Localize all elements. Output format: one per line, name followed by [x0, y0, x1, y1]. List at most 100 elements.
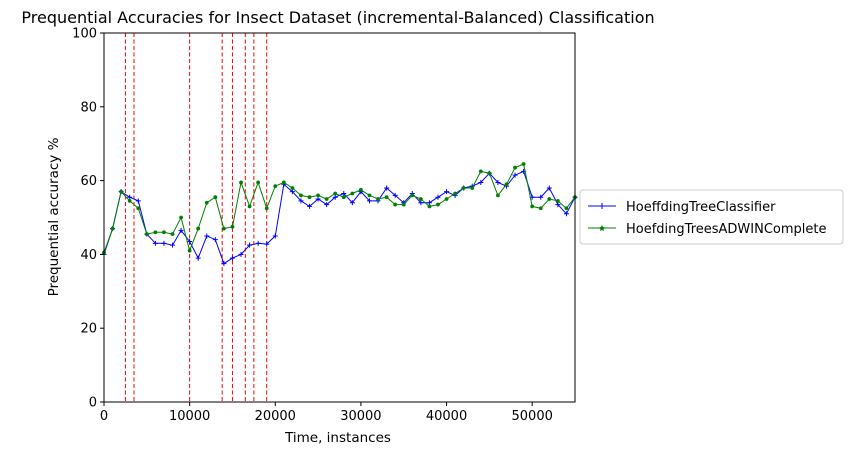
- y-tick-label: 40: [80, 248, 97, 263]
- series-line-hoefdingtreesadwincomplete: [103, 163, 576, 253]
- x-tick-label: 30000: [340, 409, 381, 424]
- data-point-hoeffdingtreeclassifier: [418, 200, 424, 206]
- x-tick-label: 50000: [512, 409, 553, 424]
- data-point-hoefdingtreesadwincomplete: [376, 197, 380, 201]
- data-point-hoeffdingtreeclassifier: [289, 189, 295, 195]
- data-point-hoeffdingtreeclassifier: [546, 185, 552, 191]
- data-point-hoeffdingtreeclassifier: [264, 241, 270, 247]
- data-point-hoefdingtreesadwincomplete: [187, 248, 192, 253]
- series-line-hoeffdingtreeclassifier: [103, 170, 576, 265]
- data-point-hoefdingtreesadwincomplete: [299, 193, 303, 198]
- data-point-hoeffdingtreeclassifier: [272, 233, 278, 239]
- data-point-hoefdingtreesadwincomplete: [350, 191, 355, 196]
- data-point-hoefdingtreesadwincomplete: [530, 204, 535, 209]
- legend-box: [579, 189, 844, 245]
- data-point-hoefdingtreesadwincomplete: [401, 202, 406, 207]
- data-point-hoefdingtreesadwincomplete: [367, 193, 372, 198]
- x-tick-label: 40000: [426, 409, 467, 424]
- y-tick-label: 0: [89, 396, 97, 411]
- data-point-hoefdingtreesadwincomplete: [436, 202, 440, 207]
- data-point-hoefdingtreesadwincomplete: [418, 197, 423, 201]
- data-point-hoeffdingtreeclassifier: [135, 198, 141, 204]
- data-point-hoefdingtreesadwincomplete: [564, 206, 569, 211]
- data-point-hoeffdingtreeclassifier: [170, 242, 176, 248]
- y-tick-label: 60: [80, 174, 97, 189]
- data-point-hoefdingtreesadwincomplete: [384, 195, 389, 200]
- x-tick-label: 0: [100, 409, 108, 424]
- data-point-hoeffdingtreeclassifier: [315, 196, 321, 202]
- data-point-hoefdingtreesadwincomplete: [410, 193, 415, 198]
- data-point-hoefdingtreesadwincomplete: [264, 206, 269, 211]
- data-point-hoeffdingtreeclassifier: [555, 202, 561, 208]
- data-point-hoeffdingtreeclassifier: [127, 194, 133, 200]
- data-point-hoefdingtreesadwincomplete: [487, 171, 492, 176]
- data-point-hoefdingtreesadwincomplete: [230, 224, 235, 229]
- data-point-hoefdingtreesadwincomplete: [504, 182, 509, 187]
- data-point-hoeffdingtreeclassifier: [341, 191, 347, 197]
- series-layer: [101, 162, 578, 267]
- data-point-hoeffdingtreeclassifier: [298, 198, 304, 204]
- data-point-hoefdingtreesadwincomplete: [547, 197, 552, 201]
- legend-label-hoefdingtreesadwincomplete: HoefdingTreesADWINComplete: [626, 222, 826, 237]
- data-point-hoefdingtreesadwincomplete: [461, 186, 466, 190]
- legend-marker-hoeffdingtreeclassifier: [599, 203, 605, 209]
- data-point-hoeffdingtreeclassifier: [495, 179, 501, 185]
- axis-ticks: 0 10000 20000 30000 40000 50000 0 20 40 60 80 100: [72, 27, 553, 425]
- data-point-hoefdingtreesadwincomplete: [444, 197, 449, 201]
- data-point-hoefdingtreesadwincomplete: [290, 186, 295, 190]
- data-point-hoefdingtreesadwincomplete: [247, 204, 252, 209]
- data-point-hoeffdingtreeclassifier: [538, 194, 544, 200]
- data-point-hoeffdingtreeclassifier: [332, 194, 338, 200]
- data-point-hoefdingtreesadwincomplete: [324, 197, 329, 201]
- data-point-hoeffdingtreeclassifier: [349, 200, 355, 206]
- data-point-hoefdingtreesadwincomplete: [341, 195, 346, 200]
- data-point-hoefdingtreesadwincomplete: [273, 184, 278, 189]
- data-point-hoefdingtreesadwincomplete: [144, 232, 149, 237]
- data-point-hoeffdingtreeclassifier: [152, 240, 158, 246]
- data-point-hoeffdingtreeclassifier: [435, 194, 441, 200]
- data-point-hoeffdingtreeclassifier: [444, 189, 450, 195]
- data-point-hoeffdingtreeclassifier: [161, 240, 167, 246]
- data-point-hoefdingtreesadwincomplete: [119, 189, 124, 194]
- data-point-hoefdingtreesadwincomplete: [162, 230, 166, 235]
- data-point-hoefdingtreesadwincomplete: [496, 193, 500, 198]
- data-point-hoefdingtreesadwincomplete: [427, 204, 432, 209]
- data-point-hoefdingtreesadwincomplete: [316, 193, 320, 198]
- data-point-hoefdingtreesadwincomplete: [221, 226, 226, 231]
- data-point-hoeffdingtreeclassifier: [384, 185, 390, 191]
- data-point-hoefdingtreesadwincomplete: [196, 226, 201, 231]
- legend: HoeffdingTreeClassifier HoefdingTreesADW…: [579, 189, 844, 245]
- data-point-hoefdingtreesadwincomplete: [521, 162, 526, 166]
- data-point-hoefdingtreesadwincomplete: [204, 200, 209, 205]
- data-point-hoefdingtreesadwincomplete: [513, 165, 517, 170]
- data-point-hoeffdingtreeclassifier: [563, 211, 569, 217]
- y-axis-label: Prequential accuracy %: [46, 137, 62, 296]
- data-point-hoefdingtreesadwincomplete: [555, 198, 560, 203]
- data-point-hoeffdingtreeclassifier: [247, 242, 253, 248]
- data-point-hoefdingtreesadwincomplete: [110, 226, 115, 231]
- data-point-hoefdingtreesadwincomplete: [127, 198, 132, 203]
- data-point-hoeffdingtreeclassifier: [255, 240, 261, 246]
- data-point-hoeffdingtreeclassifier: [204, 233, 210, 239]
- data-point-hoefdingtreesadwincomplete: [478, 169, 483, 174]
- data-point-hoeffdingtreeclassifier: [324, 202, 330, 208]
- data-point-hoefdingtreesadwincomplete: [307, 195, 312, 200]
- data-point-hoeffdingtreeclassifier: [187, 238, 193, 244]
- x-tick-label: 20000: [255, 409, 296, 424]
- data-point-hoefdingtreesadwincomplete: [153, 230, 158, 235]
- data-point-hoeffdingtreeclassifier: [229, 255, 235, 261]
- data-point-hoefdingtreesadwincomplete: [538, 206, 543, 211]
- data-point-hoeffdingtreeclassifier: [392, 192, 398, 198]
- y-tick-label: 100: [72, 27, 97, 42]
- data-point-hoefdingtreesadwincomplete: [256, 180, 261, 185]
- data-point-hoeffdingtreeclassifier: [426, 200, 432, 206]
- data-point-hoefdingtreesadwincomplete: [170, 232, 175, 237]
- data-point-hoefdingtreesadwincomplete: [359, 187, 363, 192]
- data-point-hoeffdingtreeclassifier: [366, 198, 372, 204]
- data-point-hoefdingtreesadwincomplete: [453, 191, 458, 196]
- plot-area-frame: [103, 32, 576, 403]
- legend-label-hoeffdingtreeclassifier: HoeffdingTreeClassifier: [626, 200, 776, 215]
- chart-title: Prequential Accuracies for Insect Datase…: [21, 8, 654, 27]
- data-point-hoefdingtreesadwincomplete: [393, 202, 398, 207]
